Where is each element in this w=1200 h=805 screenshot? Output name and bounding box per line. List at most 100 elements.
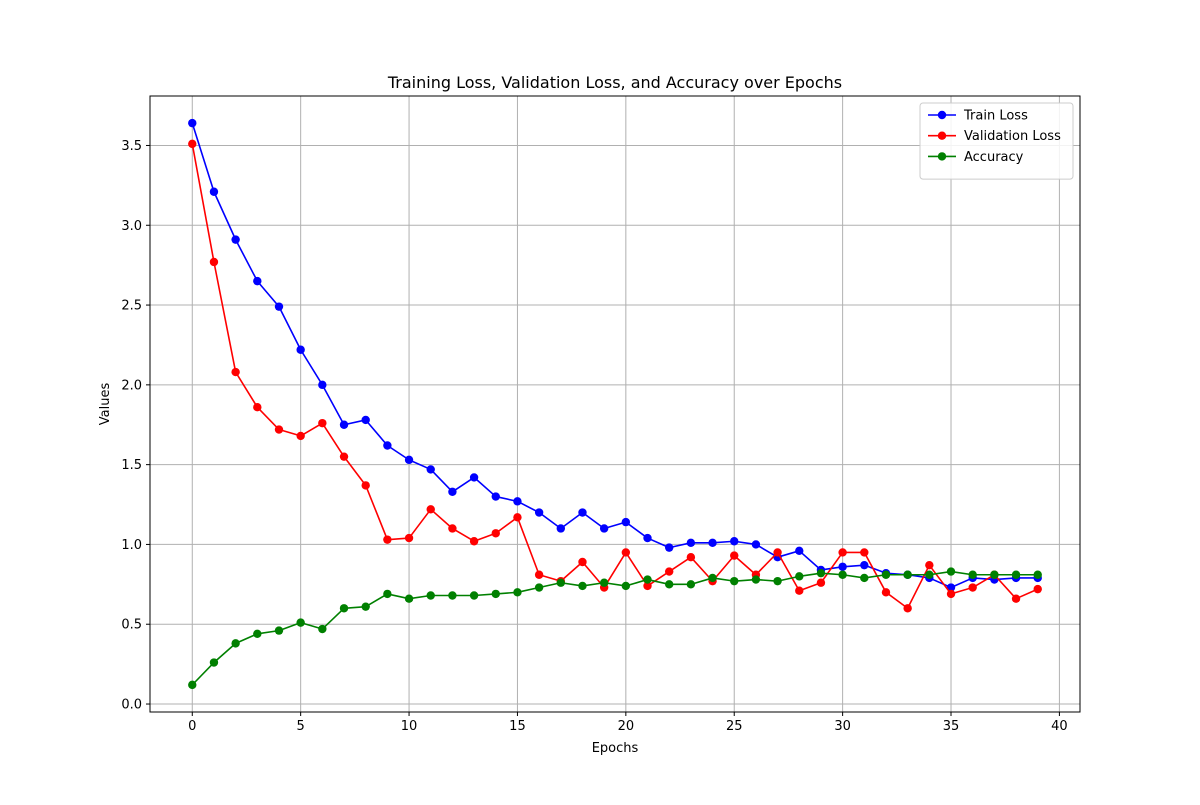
series-line-validation-loss	[191, 143, 1039, 610]
y-tick-label: 2.0	[121, 378, 142, 393]
data-point-validation-loss	[188, 139, 197, 149]
data-point-accuracy	[968, 570, 977, 579]
data-point-accuracy	[990, 570, 999, 579]
series-train-loss	[188, 118, 1042, 592]
data-point-accuracy	[686, 580, 696, 589]
y-tick-label: 1.0	[121, 538, 142, 553]
y-tick-label: 1.5	[121, 458, 142, 473]
data-point-accuracy	[730, 576, 739, 586]
data-point-train-loss	[339, 420, 349, 429]
data-point-accuracy	[231, 639, 240, 648]
data-point-validation-loss	[274, 425, 284, 434]
data-point-accuracy	[838, 570, 847, 579]
data-point-train-loss	[274, 302, 284, 311]
data-point-train-loss	[708, 538, 717, 548]
legend-item: Train Loss	[928, 109, 1028, 124]
data-point-validation-loss	[1011, 594, 1021, 603]
data-point-train-loss	[534, 508, 544, 517]
data-point-validation-loss	[730, 551, 739, 560]
legend-label: Accuracy	[964, 150, 1024, 165]
data-point-accuracy	[708, 573, 717, 583]
data-point-accuracy	[534, 583, 544, 592]
data-point-validation-loss	[946, 589, 956, 599]
plot-frame	[149, 95, 1081, 713]
data-point-accuracy	[253, 629, 262, 639]
data-point-train-loss	[751, 540, 761, 549]
x-axis-label: Epochs	[592, 741, 639, 756]
grid	[150, 96, 1080, 712]
y-tick-label: 3.5	[121, 139, 142, 154]
chart-title: Training Loss, Validation Loss, and Accu…	[387, 73, 842, 92]
legend-item: Accuracy	[928, 150, 1024, 165]
data-point-validation-loss	[968, 583, 977, 592]
data-point-train-loss	[209, 187, 219, 196]
data-point-validation-loss	[643, 581, 652, 591]
data-point-validation-loss	[881, 588, 891, 597]
data-point-train-loss	[296, 345, 305, 354]
data-point-accuracy	[1011, 570, 1021, 579]
y-tick-label: 3.0	[121, 219, 142, 234]
legend: Train Loss Validation Loss Accuracy	[919, 102, 1074, 180]
data-point-accuracy	[188, 680, 197, 690]
x-tick-label: 30	[834, 719, 851, 734]
data-point-train-loss	[318, 380, 327, 390]
legend-item: Validation Loss	[928, 129, 1061, 144]
data-point-train-loss	[556, 524, 566, 533]
data-point-accuracy	[816, 568, 826, 578]
data-point-validation-loss	[296, 431, 305, 441]
series-line-accuracy	[191, 570, 1038, 686]
data-point-train-loss	[860, 560, 869, 570]
data-point-validation-loss	[513, 513, 522, 522]
data-point-accuracy	[925, 570, 934, 579]
data-point-accuracy	[578, 581, 587, 591]
legend-label: Validation Loss	[964, 129, 1061, 144]
data-point-validation-loss	[209, 257, 219, 267]
legend-marker	[937, 110, 947, 120]
data-point-accuracy	[469, 591, 479, 600]
data-point-accuracy	[404, 594, 414, 603]
x-tick-label: 5	[297, 719, 305, 734]
x-tick-label: 35	[943, 719, 960, 734]
data-point-accuracy	[903, 570, 912, 579]
data-point-validation-loss	[448, 524, 457, 533]
data-point-validation-loss	[361, 481, 370, 490]
data-point-validation-loss	[404, 533, 414, 543]
y-tick-label: 0.0	[121, 698, 142, 713]
y-tick-label: 0.5	[121, 618, 142, 633]
data-point-train-loss	[730, 537, 739, 546]
data-point-accuracy	[296, 618, 305, 627]
series-group	[188, 118, 1042, 690]
x-tick-label: 10	[401, 719, 418, 734]
data-point-train-loss	[686, 538, 696, 548]
data-point-train-loss	[404, 455, 414, 465]
data-point-train-loss	[231, 235, 240, 244]
data-point-train-loss	[664, 543, 674, 552]
data-point-validation-loss	[253, 402, 262, 412]
data-point-validation-loss	[686, 553, 696, 562]
data-point-validation-loss	[925, 560, 934, 570]
data-point-train-loss	[253, 276, 262, 286]
x-tick-label: 15	[509, 719, 526, 734]
data-point-train-loss	[469, 473, 479, 482]
data-point-accuracy	[383, 589, 392, 599]
data-point-train-loss	[188, 118, 197, 128]
legend-label: Train Loss	[963, 109, 1028, 124]
data-point-accuracy	[751, 575, 761, 584]
data-point-accuracy	[318, 624, 327, 634]
x-tick-label: 40	[1051, 719, 1068, 734]
data-point-train-loss	[491, 492, 500, 501]
data-point-train-loss	[513, 497, 522, 506]
data-point-accuracy	[946, 567, 956, 576]
data-point-accuracy	[339, 604, 349, 613]
data-point-validation-loss	[231, 367, 240, 377]
data-point-validation-loss	[339, 452, 349, 461]
series-validation-loss	[188, 139, 1042, 613]
data-point-train-loss	[383, 441, 392, 450]
data-point-accuracy	[1033, 570, 1042, 579]
series-line-train-loss	[191, 122, 1038, 589]
data-point-accuracy	[621, 581, 631, 591]
data-point-accuracy	[795, 572, 804, 581]
data-point-validation-loss	[534, 570, 544, 579]
data-point-accuracy	[426, 591, 435, 600]
